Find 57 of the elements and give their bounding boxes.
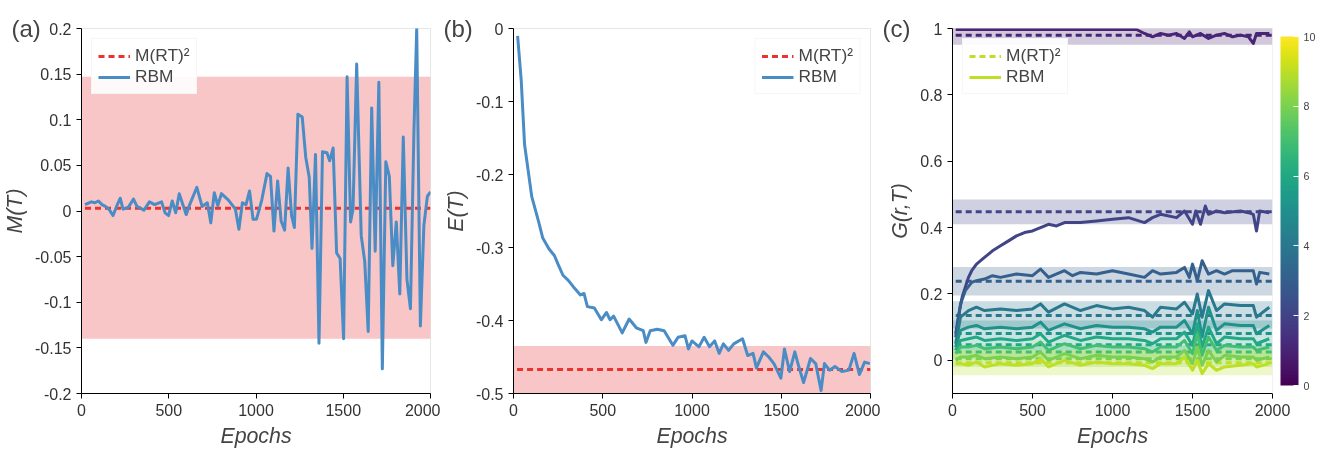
y-tick-label: 0.8	[920, 86, 943, 104]
legend-label: M(RT)²	[1006, 45, 1061, 66]
y-axis-title: G(r,T)	[888, 183, 913, 239]
chart-title: (b)	[443, 14, 473, 42]
color-bar-label: 6	[1303, 170, 1310, 183]
y-tick-label: -0.5	[475, 385, 504, 403]
x-tick-label: 1500	[325, 401, 362, 419]
y-tick-label: 0.05	[40, 157, 72, 175]
x-tick-label: 500	[155, 401, 183, 419]
x-tick-label: 1500	[1174, 401, 1211, 419]
y-tick-label: -0.05	[35, 248, 72, 266]
x-tick-label: 1000	[1094, 401, 1131, 419]
color-bar-label: 10	[1303, 30, 1316, 43]
y-axis-title: M(T)	[3, 188, 28, 234]
color-bar-label: 0	[1303, 379, 1310, 392]
color-bar-label: 8	[1303, 100, 1310, 113]
x-axis-title: Epochs	[220, 423, 292, 448]
y-tick-label: 1	[933, 20, 943, 38]
x-tick-label: 1500	[763, 401, 800, 419]
legend-label: RBM	[1006, 66, 1045, 87]
chart-title: (c)	[882, 14, 911, 42]
y-tick-label: -0.15	[35, 339, 72, 357]
x-tick-label: 0	[509, 401, 519, 419]
x-tick-label: 500	[1019, 401, 1046, 419]
x-tick-label: 0	[948, 401, 958, 419]
legend-label: RBM	[798, 66, 837, 87]
y-tick-label: 0.2	[49, 20, 72, 38]
x-tick-label: 2000	[404, 401, 441, 419]
legend-label: M(RT)²	[798, 45, 853, 66]
y-tick-label: 0	[933, 352, 943, 370]
y-tick-label: -0.2	[43, 385, 72, 403]
y-tick-label: -0.2	[475, 166, 504, 184]
y-tick-label: 0	[494, 20, 504, 38]
legend-label: RBM	[135, 66, 174, 87]
y-tick-label: -0.4	[475, 312, 504, 330]
y-tick-label: 0.4	[920, 219, 943, 237]
y-tick-label: -0.1	[475, 93, 504, 111]
y-tick-label: -0.3	[475, 239, 504, 257]
color-bar-label: 4	[1303, 239, 1310, 252]
color-bar-label: 2	[1303, 309, 1310, 322]
y-tick-label: 0.15	[40, 66, 72, 84]
x-tick-label: 2000	[844, 401, 881, 419]
x-tick-label: 0	[77, 401, 87, 419]
y-tick-label: -0.1	[43, 294, 72, 312]
y-tick-label: 0	[62, 203, 72, 220]
y-tick-label: 0.2	[920, 285, 943, 303]
x-tick-label: 500	[589, 401, 617, 419]
legend-label: M(RT)²	[135, 45, 190, 66]
y-tick-label: 0.1	[49, 111, 72, 129]
x-axis-title: Epochs	[656, 423, 728, 448]
chart-title: (a)	[11, 14, 41, 42]
y-tick-label: 0.6	[920, 153, 943, 171]
x-tick-label: 1000	[674, 401, 710, 419]
y-axis-title: E(T)	[443, 190, 468, 232]
x-tick-label: 2000	[1254, 401, 1291, 419]
x-axis-title: Epochs	[1076, 423, 1149, 448]
x-tick-label: 1000	[238, 401, 274, 419]
